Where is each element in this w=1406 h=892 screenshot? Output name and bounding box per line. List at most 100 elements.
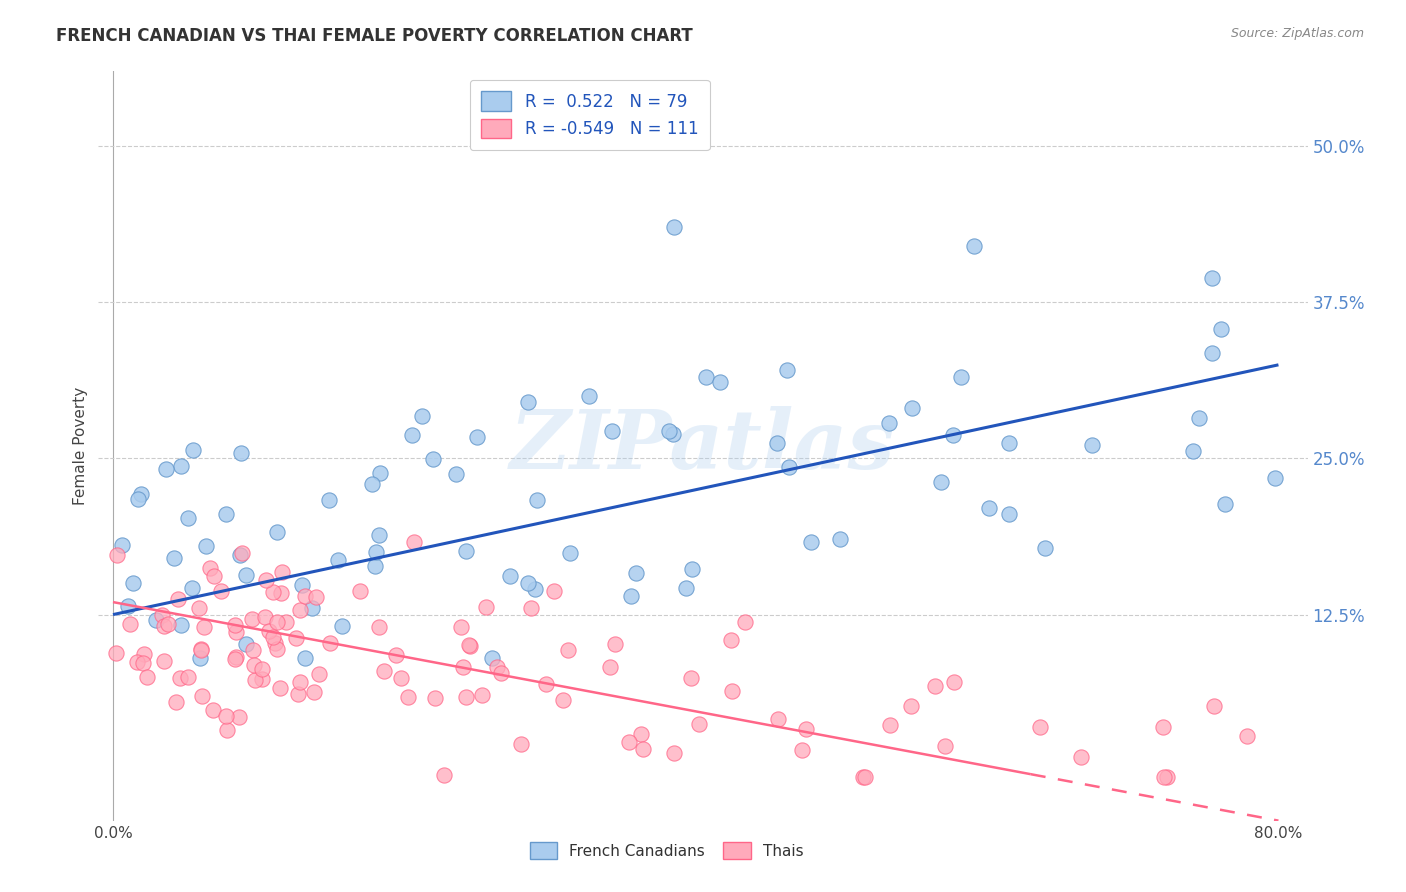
Point <box>778 460 800 475</box>
Point <box>675 581 697 595</box>
Point <box>790 743 813 757</box>
Point <box>170 618 193 632</box>
Point <box>451 660 474 674</box>
Point <box>127 492 149 507</box>
Point <box>624 566 647 580</box>
Point <box>510 737 533 751</box>
Point <box>877 416 900 430</box>
Point <box>235 637 257 651</box>
Point <box>131 487 153 501</box>
Point <box>215 709 238 723</box>
Point <box>458 639 481 653</box>
Point <box>934 739 956 753</box>
Point <box>681 671 703 685</box>
Point <box>153 618 176 632</box>
Point <box>330 619 353 633</box>
Point <box>193 620 215 634</box>
Point <box>104 646 127 660</box>
Point <box>301 601 323 615</box>
Point <box>924 679 946 693</box>
Point <box>191 690 214 704</box>
Point <box>253 610 276 624</box>
Point <box>879 718 901 732</box>
Point <box>202 569 225 583</box>
Point <box>603 637 626 651</box>
Y-axis label: Female Poverty: Female Poverty <box>73 387 89 505</box>
Point <box>163 551 186 566</box>
Point <box>209 583 232 598</box>
Point <box>1070 750 1092 764</box>
Point <box>681 562 703 576</box>
Point <box>828 532 851 546</box>
Point <box>373 664 395 678</box>
Point <box>243 673 266 687</box>
Point <box>949 370 972 384</box>
Point <box>242 642 264 657</box>
Point <box>516 575 538 590</box>
Point <box>943 675 966 690</box>
Point <box>709 375 731 389</box>
Point <box>543 584 565 599</box>
Point <box>132 648 155 662</box>
Point <box>150 608 173 623</box>
Point <box>389 671 412 685</box>
Point <box>558 546 581 560</box>
Point <box>349 584 371 599</box>
Point <box>499 569 522 583</box>
Point <box>302 684 325 698</box>
Point <box>117 599 139 613</box>
Point <box>662 220 685 235</box>
Point <box>264 635 287 649</box>
Point <box>290 674 312 689</box>
Point <box>1153 770 1175 784</box>
Point <box>456 544 478 558</box>
Point <box>308 667 330 681</box>
Point <box>364 545 387 559</box>
Point <box>235 567 257 582</box>
Text: FRENCH CANADIAN VS THAI FEMALE POVERTY CORRELATION CHART: FRENCH CANADIAN VS THAI FEMALE POVERTY C… <box>56 27 693 45</box>
Point <box>963 239 986 253</box>
Point <box>454 690 477 705</box>
Point <box>229 549 252 563</box>
Point <box>254 573 277 587</box>
Point <box>800 534 823 549</box>
Point <box>122 576 145 591</box>
Point <box>157 616 180 631</box>
Point <box>475 599 498 614</box>
Point <box>721 683 744 698</box>
Point <box>177 670 200 684</box>
Text: ZIPatlas: ZIPatlas <box>510 406 896 486</box>
Point <box>274 615 297 630</box>
Point <box>127 655 149 669</box>
Point <box>326 553 349 567</box>
Point <box>136 669 159 683</box>
Point <box>852 770 875 784</box>
Point <box>176 511 198 525</box>
Point <box>225 650 247 665</box>
Point <box>262 585 284 599</box>
Point <box>534 676 557 690</box>
Point <box>617 734 640 748</box>
Point <box>243 658 266 673</box>
Point <box>450 620 472 634</box>
Point <box>485 659 508 673</box>
Point <box>200 560 222 574</box>
Point <box>224 617 246 632</box>
Point <box>105 548 128 562</box>
Point <box>401 428 423 442</box>
Point <box>288 603 311 617</box>
Point <box>1201 271 1223 285</box>
Point <box>170 459 193 474</box>
Point <box>942 427 965 442</box>
Point <box>367 527 389 541</box>
Point <box>422 452 444 467</box>
Point <box>215 507 238 521</box>
Point <box>658 425 681 439</box>
Point <box>318 492 340 507</box>
Point <box>1033 541 1056 555</box>
Point <box>688 717 710 731</box>
Point <box>1029 720 1052 734</box>
Point <box>165 695 187 709</box>
Point <box>250 662 273 676</box>
Point <box>385 648 408 663</box>
